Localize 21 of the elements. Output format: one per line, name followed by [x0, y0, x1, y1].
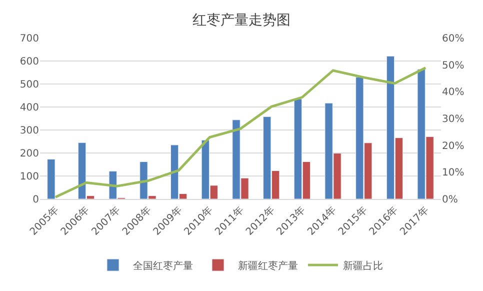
- y2-tick-label: 30%: [442, 114, 464, 125]
- y2-tick-label: 20%: [442, 140, 464, 152]
- y2-tick-label: 60%: [442, 34, 464, 44]
- y2-tick-label: 50%: [442, 60, 464, 72]
- legend-label: 全国红枣产量: [133, 260, 193, 272]
- y-tick-label: 400: [20, 102, 39, 114]
- chart-title: 红枣产量走势图: [192, 12, 290, 28]
- legend-label: 新疆占比: [343, 260, 383, 272]
- legend-label: 新疆红枣产量: [238, 260, 298, 272]
- line-series: [54, 66, 427, 198]
- y-tick-label: 100: [20, 172, 39, 182]
- y-tick-label: 300: [20, 126, 39, 136]
- y-tick-label: 200: [20, 148, 39, 160]
- y-tick-label: 700: [20, 34, 39, 44]
- y2-tick-label: 0%: [442, 194, 458, 206]
- y-tick-label: 0: [32, 194, 39, 206]
- bar: [47, 158, 56, 199]
- y-tick-label: 600: [20, 56, 39, 68]
- y2-tick-label: 40%: [442, 87, 464, 98]
- y2-tick-label: 10%: [442, 168, 464, 179]
- y-tick-label: 500: [20, 80, 39, 90]
